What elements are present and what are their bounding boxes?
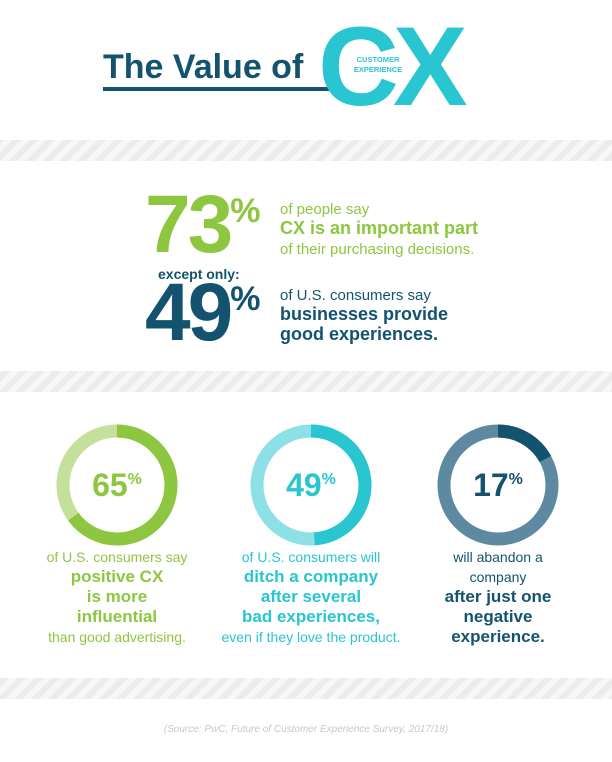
stat-number: 49% [145, 267, 260, 358]
donut-value: 17 [473, 467, 509, 503]
highlight-text: CX is an important part [280, 218, 478, 238]
connector: except only: [158, 266, 240, 282]
title-underline [103, 87, 335, 91]
donut-label: 65% [92, 467, 142, 503]
title: The Value of [103, 48, 304, 86]
highlight-text: influential [77, 607, 157, 626]
highlight-text: negative [464, 607, 533, 626]
donut-value: 49 [286, 467, 322, 503]
body-text: of U.S. consumers say [47, 549, 188, 565]
body-text: will abandon a [452, 549, 543, 565]
source: (Source: PwC, Future of Customer Experie… [164, 724, 448, 735]
donut-arc [68, 424, 178, 546]
body-text: even if they love the product. [222, 629, 401, 645]
body-text: company [470, 569, 527, 585]
highlight-text: ditch a company [244, 567, 379, 586]
donut-arc [497, 424, 552, 463]
body-text: of U.S. consumers say [280, 287, 431, 304]
donut-value: 65 [92, 467, 128, 503]
body-text: of their purchasing decisions. [280, 241, 474, 258]
stat-number: 73% [145, 179, 260, 270]
highlight-text: after just one [445, 587, 552, 606]
body-text: than good advertising. [48, 629, 186, 645]
stat-value: 73 [145, 179, 231, 270]
highlight-text: good experiences. [280, 324, 438, 344]
donut-unit: % [128, 471, 142, 488]
donut-unit: % [322, 471, 336, 488]
highlight-text: is more [87, 587, 147, 606]
donut-unit: % [509, 471, 523, 488]
logo: CX [318, 4, 467, 129]
highlight-text: bad experiences, [242, 607, 380, 626]
stripe-band [0, 371, 612, 392]
stat-unit: % [230, 192, 260, 230]
logo-caption: CUSTOMER [357, 55, 400, 64]
body-text: of U.S. consumers will [242, 549, 380, 565]
stripe-band [0, 678, 612, 699]
body-text: of people say [280, 201, 370, 218]
highlight-text: after several [261, 587, 361, 606]
stat-unit: % [230, 280, 260, 318]
stripe-band [0, 140, 612, 161]
donut-arc [310, 424, 372, 546]
donut-label: 17% [473, 467, 523, 503]
stat-value: 49 [145, 267, 231, 358]
highlight-text: experience. [451, 627, 545, 646]
donut-label: 49% [286, 467, 336, 503]
logo-caption: EXPERIENCE [354, 65, 402, 74]
highlight-text: businesses provide [280, 304, 448, 324]
highlight-text: positive CX [71, 567, 164, 586]
